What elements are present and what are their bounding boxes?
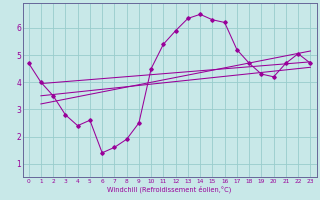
X-axis label: Windchill (Refroidissement éolien,°C): Windchill (Refroidissement éolien,°C) — [107, 185, 232, 193]
